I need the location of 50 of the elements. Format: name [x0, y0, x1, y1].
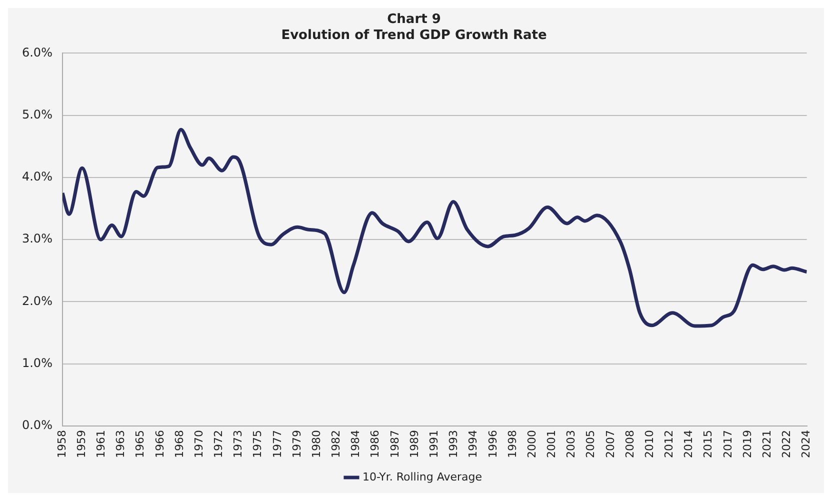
y-tick-label: 3.0%	[22, 232, 52, 246]
x-tick-label: 1982	[330, 430, 343, 458]
x-tick-label: 1968	[172, 430, 186, 458]
x-tick-label: 1987	[388, 430, 402, 458]
x-tick-label: 1961	[94, 430, 108, 458]
x-tick-label: 1979	[290, 430, 304, 458]
x-tick-label: 1991	[428, 430, 441, 458]
x-tick-label: 1965	[134, 430, 147, 458]
x-tick-label: 1980	[310, 430, 323, 458]
x-tick-label: 1959	[74, 430, 88, 458]
x-tick-label: 2008	[623, 430, 636, 458]
x-tick-label: 2007	[604, 430, 617, 458]
x-tick-label: 2022	[780, 430, 794, 458]
x-tick-label: 2014	[682, 430, 696, 458]
x-tick-label: 1963	[114, 430, 128, 458]
line-series	[62, 128, 807, 328]
x-tick-label: 1966	[153, 430, 166, 458]
x-tick-label: 2010	[642, 430, 656, 458]
x-tick-label: 2015	[702, 430, 715, 458]
y-tick-label: 0.0%	[22, 418, 52, 432]
x-tick-label: 1986	[368, 430, 382, 458]
x-tick-label: 1958	[55, 430, 68, 458]
y-tick-label: 6.0%	[22, 45, 52, 60]
y-tick-label: 4.0%	[22, 170, 52, 184]
x-tick-label: 2003	[564, 430, 578, 458]
x-tick-label: 1994	[466, 430, 480, 458]
x-tick-label: 1989	[408, 430, 421, 458]
x-tick-label: 1975	[251, 430, 264, 458]
x-tick-label: 1970	[192, 430, 206, 458]
x-tick-label: 2021	[760, 430, 774, 458]
x-tick-label: 2000	[525, 430, 538, 458]
y-tick-label: 5.0%	[22, 107, 52, 122]
x-tick-label: 1998	[506, 430, 519, 458]
x-tick-label: 2012	[662, 430, 676, 458]
x-tick-label: 2005	[584, 430, 598, 458]
x-tick-label: 2001	[545, 430, 558, 458]
x-tick-label: 2024	[800, 430, 813, 458]
x-tick-label: 2019	[740, 430, 754, 458]
x-tick-label: 1972	[212, 430, 226, 458]
x-tick-label: 1977	[270, 430, 284, 458]
chart-subtitle: Evolution of Trend GDP Growth Rate	[281, 28, 547, 43]
x-tick-label: 1993	[447, 430, 460, 458]
y-tick-label: 2.0%	[22, 294, 52, 308]
x-tick-label: 1973	[232, 430, 245, 458]
y-tick-label: 1.0%	[22, 356, 52, 370]
x-tick-label: 1996	[486, 430, 500, 458]
x-tick-label: 1984	[349, 430, 362, 458]
x-tick-label: 2017	[721, 430, 734, 458]
legend-label: 10-Yr. Rolling Average	[362, 470, 482, 484]
chart-title: Chart 9	[387, 12, 441, 28]
